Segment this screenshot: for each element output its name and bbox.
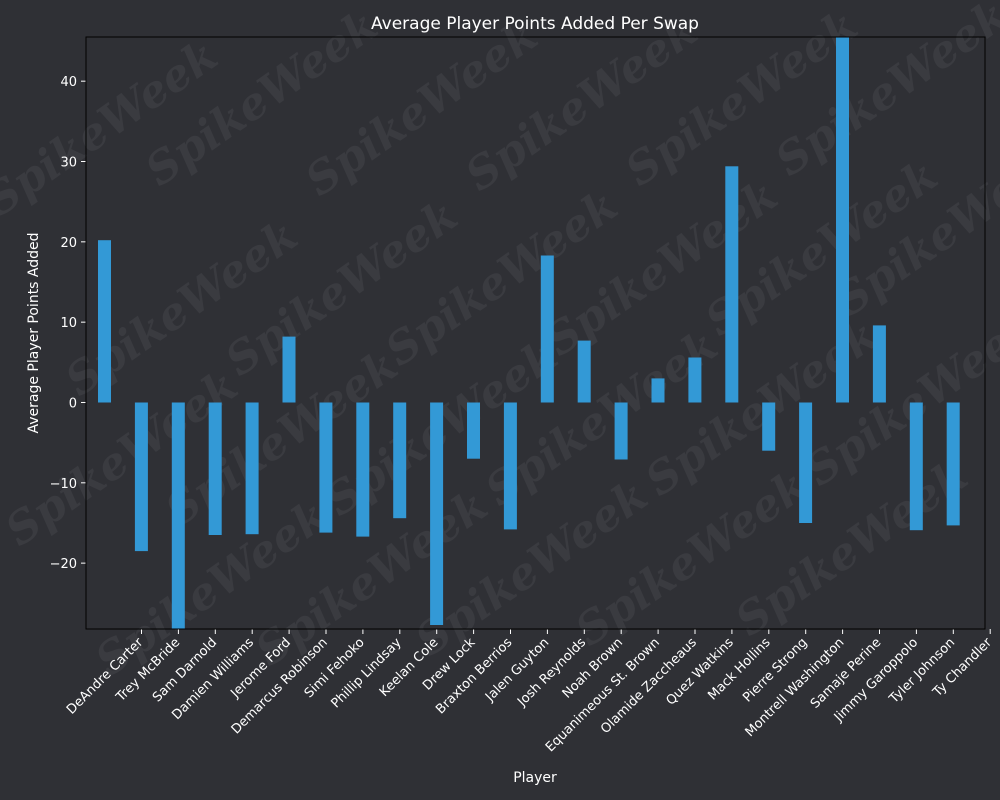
bar (245, 402, 259, 535)
bar (688, 357, 702, 403)
bar (614, 402, 628, 460)
y-tick-label: −20 (50, 557, 77, 572)
bars-group (98, 37, 960, 629)
bar (393, 402, 407, 519)
bar (909, 402, 923, 531)
y-tick-label: 0 (69, 396, 77, 411)
bar (282, 336, 296, 403)
bar (134, 402, 148, 552)
bar (467, 402, 480, 459)
chart-title: Average Player Points Added Per Swap (371, 14, 699, 34)
bar (540, 255, 554, 403)
y-axis: −20 −10 0 10 20 30 40 (50, 75, 86, 572)
y-axis-label: Average Player Points Added (26, 232, 42, 433)
y-tick-label: 20 (60, 236, 77, 251)
bar (725, 166, 739, 403)
bar (208, 402, 222, 535)
bar (836, 37, 849, 403)
bar (98, 240, 111, 403)
y-tick-label: 30 (60, 156, 77, 171)
bar (430, 402, 444, 625)
bar (171, 402, 185, 629)
bar (503, 402, 517, 530)
x-axis-label: Player (513, 770, 557, 786)
y-tick-label: 10 (60, 316, 77, 331)
bar (356, 402, 370, 537)
bar (651, 378, 665, 403)
plot-frame (85, 36, 986, 630)
y-tick-label: −10 (50, 477, 77, 492)
bar (872, 325, 886, 403)
bar (946, 402, 960, 526)
y-tick-label: 40 (60, 75, 77, 90)
bar (319, 402, 333, 533)
bar (762, 402, 776, 451)
bar (577, 340, 591, 403)
bar (799, 402, 813, 523)
